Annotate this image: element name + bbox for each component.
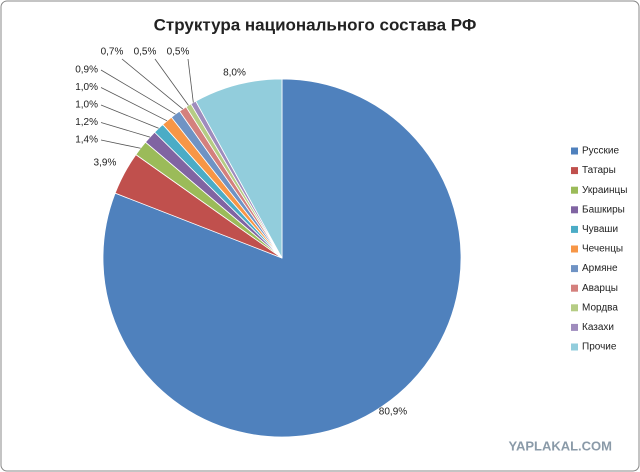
data-label: 3,9% bbox=[94, 157, 117, 168]
leader-line bbox=[100, 139, 141, 149]
data-label: 8,0% bbox=[223, 68, 246, 79]
legend-swatch bbox=[571, 343, 578, 351]
legend-swatch bbox=[571, 186, 578, 194]
leader-line bbox=[100, 87, 168, 122]
legend-label: Украинцы bbox=[582, 185, 627, 196]
legend-swatch bbox=[571, 323, 578, 331]
legend-swatch bbox=[571, 304, 578, 312]
data-label: 1,0% bbox=[75, 82, 98, 93]
pie-slice bbox=[102, 78, 462, 438]
legend-label: Прочие bbox=[582, 342, 617, 353]
legend-label: Татары bbox=[582, 165, 616, 176]
leader-line bbox=[121, 58, 184, 110]
legend-swatch bbox=[571, 167, 578, 175]
watermark: YAPLAKAL.COM bbox=[508, 438, 612, 453]
data-label: 1,0% bbox=[75, 100, 98, 111]
legend-label: Башкиры bbox=[582, 204, 625, 215]
leader-line bbox=[100, 104, 159, 129]
legend-label: Мордва bbox=[582, 302, 618, 313]
data-label: 0,5% bbox=[134, 47, 157, 58]
pie-slice bbox=[195, 78, 283, 259]
legend-label: Чуваши bbox=[582, 224, 618, 235]
leader-line bbox=[187, 58, 194, 103]
legend-swatch bbox=[571, 147, 578, 155]
legend-label: Аварцы bbox=[582, 283, 618, 294]
legend-label: Армяне bbox=[582, 263, 618, 274]
data-label: 0,7% bbox=[101, 47, 124, 58]
legend-swatch bbox=[571, 284, 578, 292]
data-label: 0,9% bbox=[75, 65, 98, 76]
data-label: 0,5% bbox=[167, 47, 190, 58]
data-label: 1,4% bbox=[75, 135, 98, 146]
leader-line bbox=[154, 58, 189, 106]
chart-title: Структура национального состава РФ bbox=[154, 15, 477, 34]
data-label: 80,9% bbox=[379, 407, 407, 418]
legend-label: Казахи bbox=[582, 322, 614, 333]
legend-swatch bbox=[571, 225, 578, 233]
legend-swatch bbox=[571, 206, 578, 214]
data-label: 1,2% bbox=[75, 117, 98, 128]
legend-label: Чеченцы bbox=[582, 244, 623, 255]
legend-swatch bbox=[571, 265, 578, 273]
legend-swatch bbox=[571, 245, 578, 253]
legend-label: Русские bbox=[582, 146, 620, 157]
leader-line bbox=[100, 122, 151, 138]
leader-line bbox=[100, 69, 176, 115]
